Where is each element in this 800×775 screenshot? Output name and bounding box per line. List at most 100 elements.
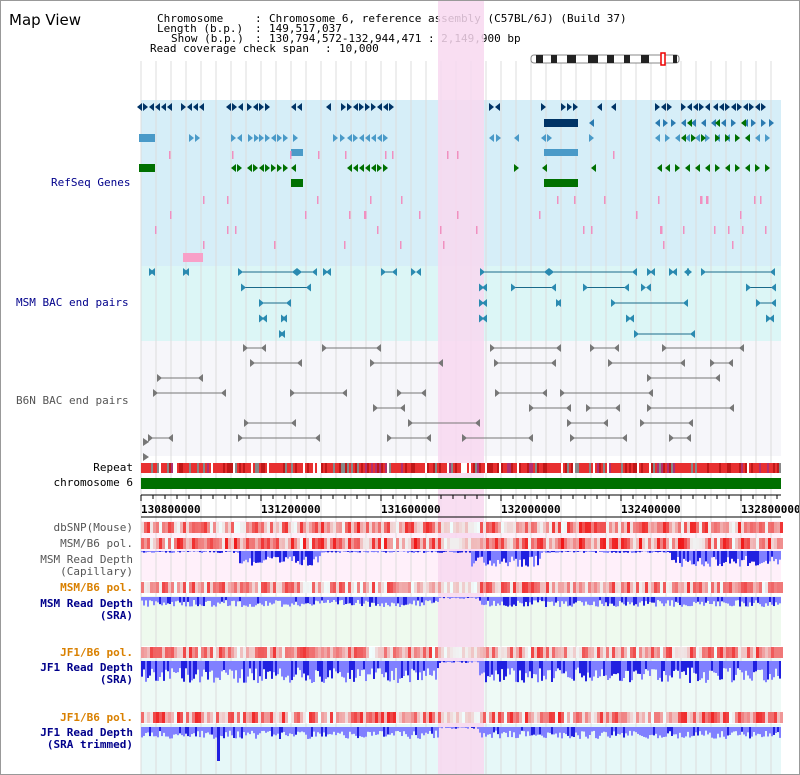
refseq-gene-arrow (291, 103, 296, 111)
msm-capillary-depth-bar (637, 551, 639, 552)
jf1-sra-depth-bar (495, 661, 497, 671)
dbsnp-cell (450, 522, 453, 533)
repeat-element (273, 463, 275, 473)
msm-sra-depth-bar (521, 597, 523, 604)
msm-capillary-depth-bar (723, 551, 725, 563)
msm-bac-end (184, 268, 189, 276)
msm-b6-pol-cell (774, 582, 777, 593)
jf1-sra-depth-bar (709, 661, 711, 671)
repeat-element (363, 463, 365, 473)
msm-b6-pol-cell (672, 538, 675, 549)
jf1-trim-depth-bar (361, 727, 363, 737)
repeat-element (269, 463, 271, 473)
msm-sra-depth-bar (339, 597, 341, 601)
jf1-sra-depth-bar (687, 661, 689, 668)
jf1-sra-depth-bar (761, 661, 763, 670)
msm-sra-depth-bar (705, 597, 707, 603)
msm-b6-pol-cell (270, 538, 273, 549)
msm-capillary-depth-bar (555, 551, 557, 553)
jf1-trim-depth-bar (503, 727, 505, 733)
jf1-sra-depth-bar (485, 661, 487, 683)
refseq-gene-arrow (741, 119, 746, 127)
msm-capillary-depth-bar (605, 551, 607, 553)
dbsnp-cell (468, 522, 471, 533)
msm-b6-pol-cell (759, 582, 762, 593)
jf1-sra-depth-bar (303, 661, 305, 674)
length-label: Length (b.p.) (157, 22, 244, 35)
msm-capillary-depth-bar (533, 551, 535, 567)
jf1-b6-pol-cell (195, 712, 198, 723)
jf1-b6-pol-cell (348, 647, 351, 658)
repeat-element (531, 463, 533, 473)
refseq-gene-arrow (725, 134, 730, 142)
jf1-trim-depth-bar (417, 727, 419, 739)
msm-b6-pol-cell (717, 582, 720, 593)
msm-sra-depth-bar (149, 597, 151, 601)
dbsnp-cell (660, 522, 663, 533)
jf1-b6-pol-cell (777, 712, 780, 723)
msm-capillary-depth-bar (381, 551, 383, 552)
msm-bac-end (771, 283, 776, 292)
track-label-jf1-b6-pol-2: JF1/B6 pol. (60, 711, 133, 724)
jf1-trim-depth-bar (395, 727, 397, 732)
jf1-trim-depth-bar (485, 727, 487, 737)
track-label-msm-depth-sra-sub: (SRA) (99, 609, 133, 622)
jf1-b6-pol-cell (456, 647, 459, 658)
jf1-b6-pol-cell (573, 712, 576, 723)
msm-capillary-depth-bar (407, 551, 409, 553)
repeat-element (381, 463, 383, 473)
msm-capillary-depth-bar (541, 551, 543, 553)
ideogram-band (567, 55, 576, 63)
msm-capillary-depth-bar (557, 551, 559, 553)
msm-sra-depth-bar (379, 597, 381, 607)
msm-sra-depth-bar (599, 597, 601, 601)
jf1-sra-depth-bar (673, 661, 675, 671)
msm-b6-pol-cell (687, 538, 690, 549)
jf1-sra-depth-bar (671, 661, 673, 678)
msm-capillary-depth-bar (161, 551, 163, 552)
repeat-element (517, 463, 519, 473)
jf1-trim-depth-bar (679, 727, 681, 733)
msm-b6-pol-cell (309, 538, 312, 549)
b6n-bac-end (400, 404, 405, 412)
msm-capillary-depth-bar (737, 551, 739, 559)
msm-capillary-depth-bar (285, 551, 287, 558)
dbsnp-cell (537, 522, 540, 533)
msm-sra-depth-bar (421, 597, 423, 603)
msm-b6-pol-cell (732, 538, 735, 549)
repeat-element (441, 463, 443, 473)
msm-b6-pol-cell (576, 582, 579, 593)
repeat-element (467, 463, 469, 473)
refseq-gene-arrow (657, 164, 662, 172)
msm-capillary-depth-bar (705, 551, 707, 562)
repeat-element (371, 463, 373, 473)
refseq-gene-arrow (231, 134, 236, 142)
msm-bac-end (669, 268, 674, 276)
jf1-sra-depth-bar (491, 661, 493, 675)
dbsnp-cell (735, 522, 738, 533)
msm-sra-depth-bar (547, 597, 549, 602)
b6n-bac-end (490, 344, 495, 352)
msm-sra-depth-bar (753, 597, 755, 603)
jf1-sra-depth-bar (541, 661, 543, 681)
msm-capillary-depth-bar (609, 551, 611, 552)
dbsnp-cell (570, 522, 573, 533)
refseq-gene-arrow (247, 103, 252, 111)
jf1-trim-depth-bar (695, 727, 697, 733)
refseq-gene-arrow (713, 103, 718, 111)
dbsnp-cell (510, 522, 513, 533)
msm-sra-depth-bar (347, 597, 349, 604)
msm-b6-pol-cell (324, 538, 327, 549)
msm-bac-end (683, 299, 688, 307)
dbsnp-cell (561, 522, 564, 533)
jf1-sra-depth-bar (659, 661, 661, 678)
repeat-element (493, 463, 495, 473)
dbsnp-cell (387, 522, 390, 533)
repeat-element (615, 463, 617, 473)
refseq-gene-arrow (671, 119, 676, 127)
jf1-b6-pol-cell (633, 647, 636, 658)
msm-bac-end (238, 268, 243, 276)
jf1-sra-depth-bar (575, 661, 577, 670)
repeat-element (505, 463, 507, 473)
